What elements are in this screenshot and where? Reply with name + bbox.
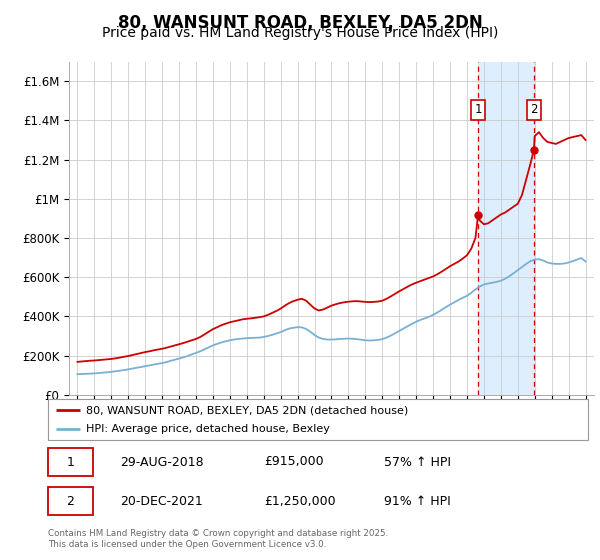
Text: 91% ↑ HPI: 91% ↑ HPI (384, 494, 451, 508)
Text: Price paid vs. HM Land Registry's House Price Index (HPI): Price paid vs. HM Land Registry's House … (102, 26, 498, 40)
Text: 2: 2 (67, 494, 74, 508)
Text: £1,250,000: £1,250,000 (264, 494, 335, 508)
Bar (478, 62, 534, 395)
Text: 29-AUG-2018: 29-AUG-2018 (120, 455, 203, 469)
Text: £915,000: £915,000 (264, 455, 323, 469)
Text: 1: 1 (67, 455, 74, 469)
Text: 1: 1 (474, 104, 482, 116)
Text: 20-DEC-2021: 20-DEC-2021 (120, 494, 203, 508)
Text: 2: 2 (530, 104, 538, 116)
Text: 80, WANSUNT ROAD, BEXLEY, DA5 2DN: 80, WANSUNT ROAD, BEXLEY, DA5 2DN (118, 14, 482, 32)
Text: 57% ↑ HPI: 57% ↑ HPI (384, 455, 451, 469)
Text: HPI: Average price, detached house, Bexley: HPI: Average price, detached house, Bexl… (86, 424, 329, 433)
Text: Contains HM Land Registry data © Crown copyright and database right 2025.
This d: Contains HM Land Registry data © Crown c… (48, 529, 388, 549)
Text: 80, WANSUNT ROAD, BEXLEY, DA5 2DN (detached house): 80, WANSUNT ROAD, BEXLEY, DA5 2DN (detac… (86, 405, 408, 415)
